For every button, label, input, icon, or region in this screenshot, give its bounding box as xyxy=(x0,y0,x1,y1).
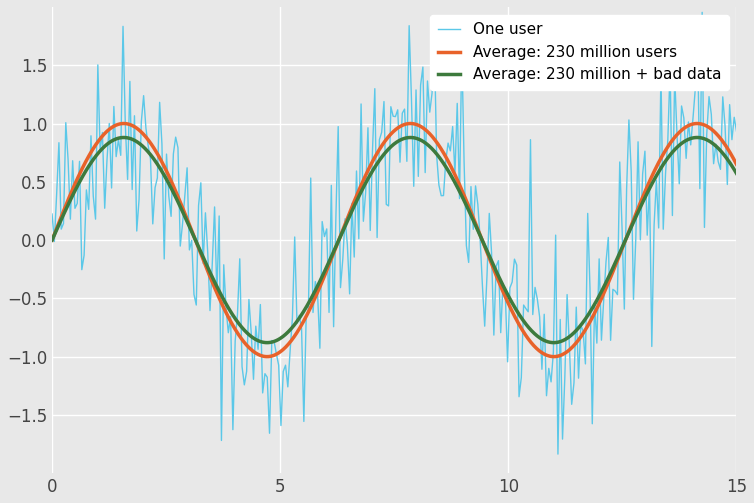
One user xyxy=(732,128,741,134)
One user xyxy=(48,211,57,217)
Average: 230 million users: (0, 0): 230 million users: (0, 0) xyxy=(48,237,57,243)
One user xyxy=(670,73,679,79)
Average: 230 million + bad data: (12, -0.474): 230 million + bad data: (12, -0.474) xyxy=(595,292,604,298)
Average: 230 million users: (10.3, -0.787): 230 million users: (10.3, -0.787) xyxy=(519,329,528,335)
Line: Average: 230 million users: Average: 230 million users xyxy=(52,124,737,357)
One user xyxy=(50,238,59,244)
Average: 230 million users: (6.62, 0.332): 230 million users: (6.62, 0.332) xyxy=(350,198,359,204)
Average: 230 million + bad data: (0, 0): 230 million + bad data: (0, 0) xyxy=(48,237,57,243)
Average: 230 million + bad data: (15, 0.572): 230 million + bad data: (15, 0.572) xyxy=(732,171,741,177)
Average: 230 million + bad data: (7.85, 0.88): 230 million + bad data: (7.85, 0.88) xyxy=(406,134,415,140)
Average: 230 million + bad data: (4.71, -0.88): 230 million + bad data: (4.71, -0.88) xyxy=(262,340,271,346)
Average: 230 million users: (6.08, -0.201): 230 million users: (6.08, -0.201) xyxy=(325,261,334,267)
Average: 230 million + bad data: (6.62, 0.292): 230 million + bad data: (6.62, 0.292) xyxy=(350,203,359,209)
Line: One user: One user xyxy=(52,13,737,454)
Average: 230 million users: (7.85, 1): 230 million users: (7.85, 1) xyxy=(406,121,415,127)
Average: 230 million users: (12, -0.539): 230 million users: (12, -0.539) xyxy=(595,300,604,306)
Average: 230 million + bad data: (11.7, -0.655): 230 million + bad data: (11.7, -0.655) xyxy=(583,313,592,319)
Average: 230 million users: (4.71, -1): 230 million users: (4.71, -1) xyxy=(262,354,271,360)
One user xyxy=(553,451,562,457)
One user xyxy=(452,101,461,107)
Average: 230 million + bad data: (6.08, -0.177): 230 million + bad data: (6.08, -0.177) xyxy=(325,258,334,264)
Average: 230 million users: (11.7, -0.744): 230 million users: (11.7, -0.744) xyxy=(583,324,592,330)
Average: 230 million + bad data: (10.3, -0.692): 230 million + bad data: (10.3, -0.692) xyxy=(519,318,528,324)
Average: 230 million + bad data: (1.53, 0.879): 230 million + bad data: (1.53, 0.879) xyxy=(118,135,127,141)
Average: 230 million users: (1.53, 0.999): 230 million users: (1.53, 0.999) xyxy=(118,121,127,127)
One user xyxy=(455,196,464,202)
Line: Average: 230 million + bad data: Average: 230 million + bad data xyxy=(52,137,737,343)
Legend: One user, Average: 230 million users, Average: 230 million + bad data: One user, Average: 230 million users, Av… xyxy=(430,15,729,90)
Average: 230 million users: (15, 0.65): 230 million users: (15, 0.65) xyxy=(732,161,741,167)
One user xyxy=(697,10,706,16)
One user xyxy=(467,184,476,190)
One user xyxy=(627,169,636,175)
